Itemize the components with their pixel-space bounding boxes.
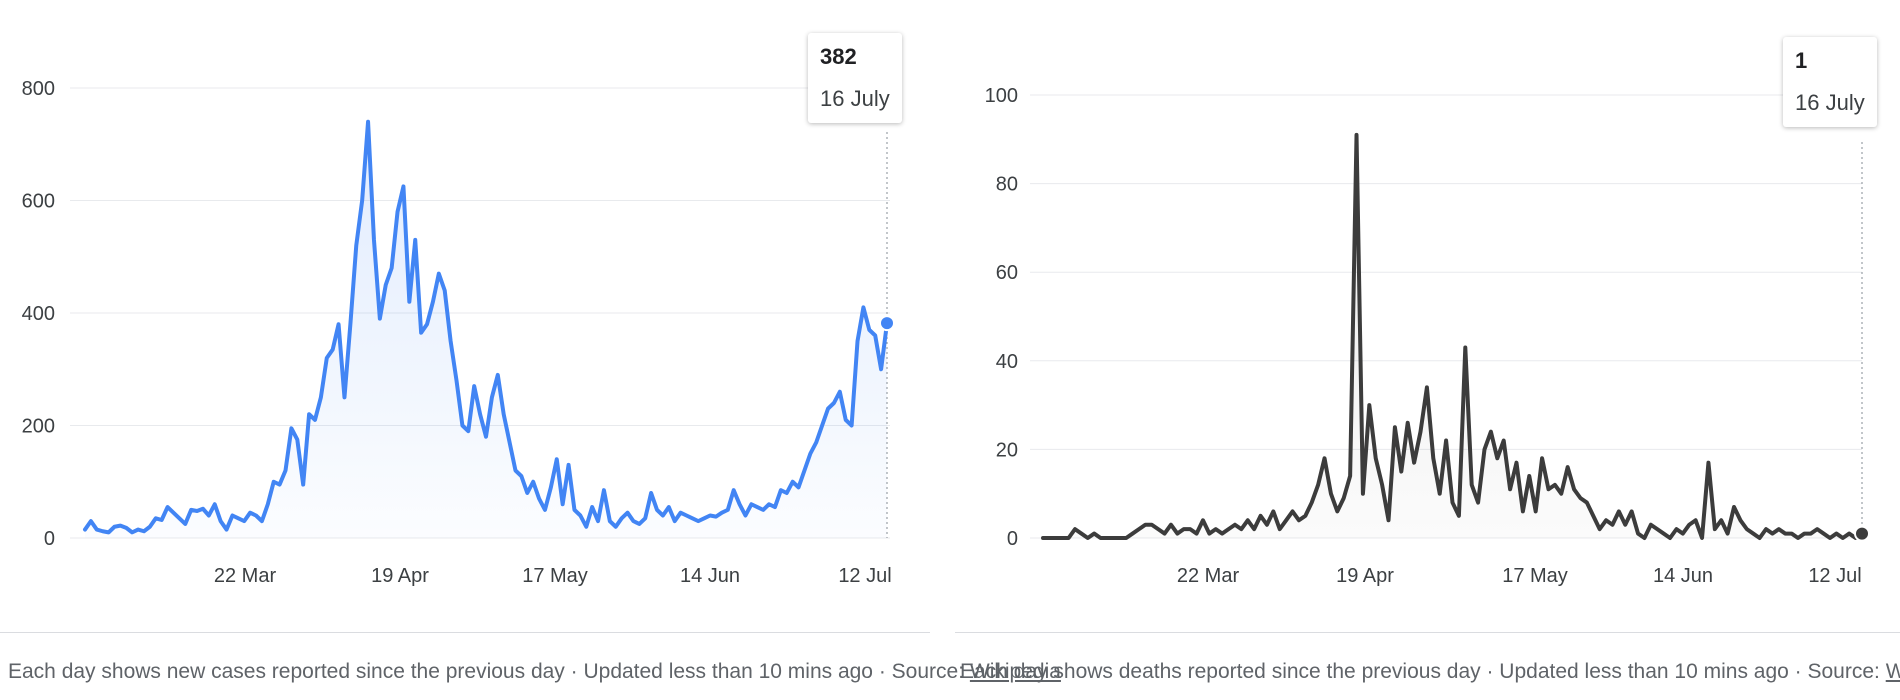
deaths-tooltip: 1 16 July	[1783, 37, 1877, 127]
deaths-y-tick-label: 60	[996, 262, 1018, 284]
cases-tooltip: 382 16 July	[808, 33, 902, 123]
deaths-y-tick-label: 0	[1007, 528, 1018, 550]
cases-source-link[interactable]: Wikipedia	[969, 660, 1061, 683]
deaths-source-label: Source:	[1807, 660, 1880, 683]
cases-x-tick-label: 12 Jul	[838, 565, 891, 587]
cases-y-tick-label: 200	[22, 416, 55, 438]
deaths-footer-divider	[955, 632, 1900, 633]
deaths-x-tick-label: 17 May	[1502, 565, 1568, 587]
cases-x-tick-label: 22 Mar	[214, 565, 277, 587]
cases-x-tick-label: 19 Apr	[371, 565, 429, 587]
deaths-y-tick-label: 100	[985, 85, 1018, 107]
cases-tooltip-date: 16 July	[820, 86, 890, 111]
deaths-y-tick-label: 80	[996, 174, 1018, 196]
deaths-x-tick-label: 14 Jun	[1653, 565, 1713, 587]
deaths-x-tick-label: 12 Jul	[1808, 565, 1861, 587]
deaths-last-point	[1854, 525, 1870, 542]
deaths-y-tick-label: 40	[996, 351, 1018, 373]
cases-footer-text: Each day shows new cases reported since …	[8, 660, 873, 683]
cases-footer-divider	[0, 632, 930, 633]
deaths-y-tick-label: 20	[996, 439, 1018, 461]
cases-footer-separator: ·	[873, 660, 892, 683]
deaths-area-fill	[1043, 134, 1862, 538]
cases-x-tick-label: 14 Jun	[680, 565, 740, 587]
cases-y-tick-label: 600	[22, 191, 55, 213]
cases-y-tick-label: 0	[44, 528, 55, 550]
cases-source-label: Source:	[891, 660, 965, 683]
deaths-x-tick-label: 22 Mar	[1177, 565, 1240, 587]
deaths-series-line	[1041, 132, 1864, 540]
cases-x-tick-label: 17 May	[522, 565, 588, 587]
deaths-source-link[interactable]: Wikipedia	[1885, 660, 1900, 683]
deaths-tooltip-value: 1	[1795, 48, 1808, 73]
cases-series-line	[83, 119, 889, 535]
deaths-x-tick-label: 19 Apr	[1336, 565, 1394, 587]
cases-y-tick-label: 400	[22, 303, 55, 325]
deaths-footer-text: Each day shows deaths reported since the…	[960, 660, 1789, 683]
cases-area-fill	[85, 121, 887, 538]
deaths-footer-separator: ·	[1788, 660, 1808, 683]
cases-footer: Each day shows new cases reported since …	[8, 660, 1061, 684]
cases-y-tick-label: 800	[22, 78, 55, 100]
deaths-footer: Each day shows deaths reported since the…	[960, 660, 1900, 684]
cases-tooltip-value: 382	[820, 44, 857, 69]
cases-last-point	[879, 315, 895, 332]
deaths-tooltip-date: 16 July	[1795, 90, 1865, 115]
